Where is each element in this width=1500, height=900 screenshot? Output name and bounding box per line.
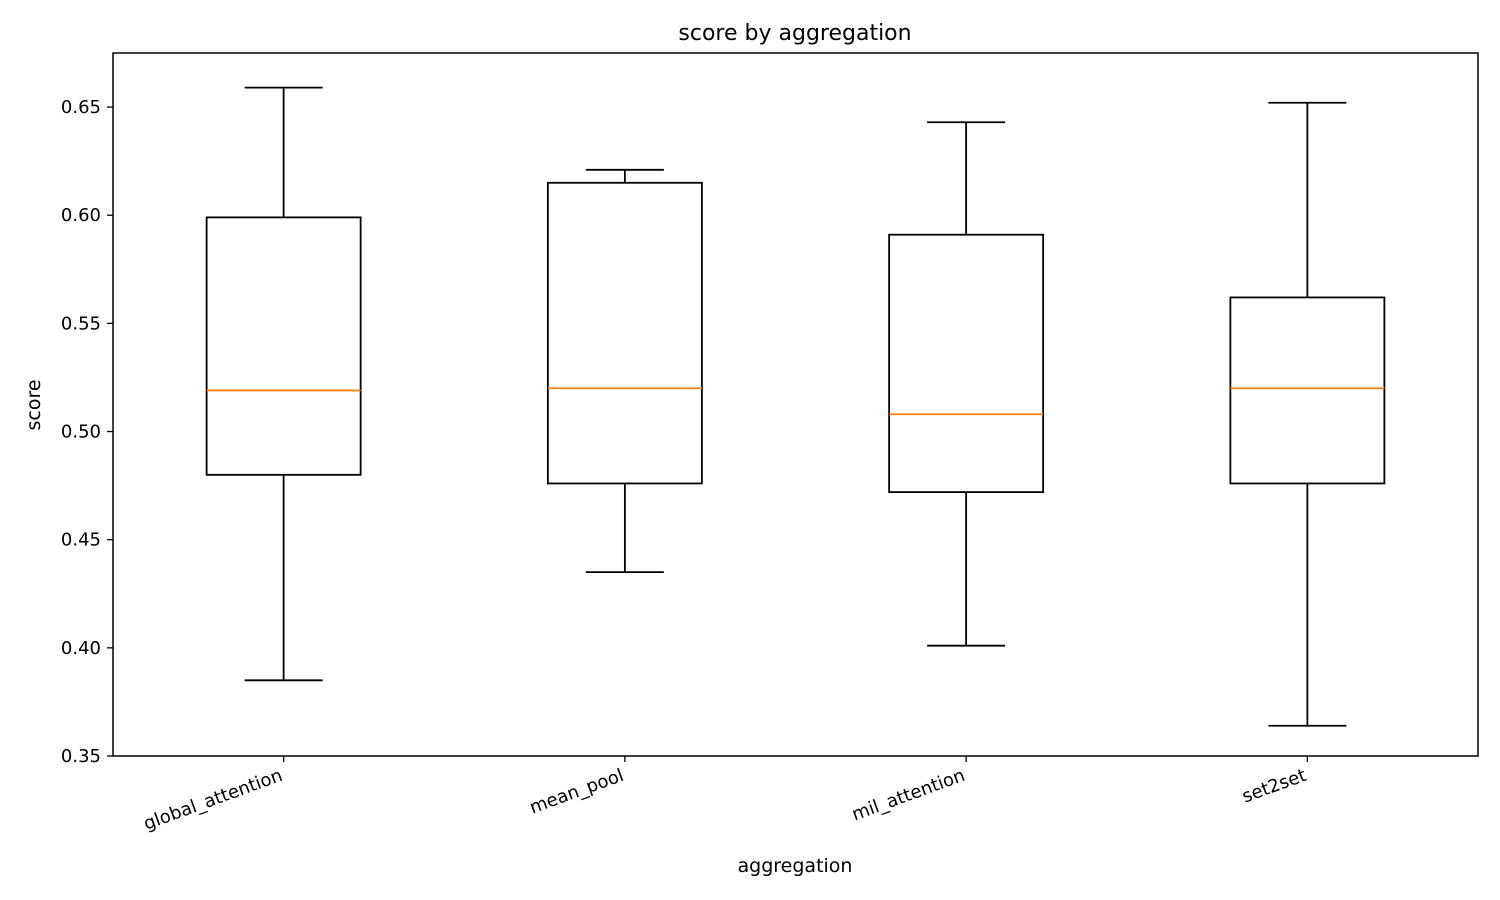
- box-mean_pool: [546, 181, 703, 485]
- x-tick-label: global_attention: [141, 765, 285, 835]
- x-tick-label: mil_attention: [849, 765, 968, 825]
- x-tick-label: set2set: [1239, 765, 1309, 807]
- y-tick-label: 0.60: [61, 205, 101, 226]
- y-tick-label: 0.55: [61, 313, 101, 334]
- y-tick-label: 0.40: [61, 638, 101, 659]
- y-axis-label: score: [23, 379, 45, 430]
- box-mil_attention: [888, 233, 1045, 494]
- y-tick-label: 0.35: [61, 746, 101, 767]
- box-global_attention: [205, 216, 362, 476]
- plot-frame: [112, 52, 1479, 757]
- y-tick-label: 0.50: [61, 422, 101, 443]
- y-tick-label: 0.65: [61, 97, 101, 118]
- chart-title: score by aggregation: [678, 21, 911, 46]
- x-axis-label: aggregation: [738, 855, 853, 877]
- box-set2set: [1229, 296, 1386, 485]
- x-tick-label: mean_pool: [527, 765, 627, 818]
- y-tick-label: 0.45: [61, 530, 101, 551]
- plot-area: 0.35 0.40 0.45 0.50 0.55 0.60 0.65 global_atten…: [61, 52, 1479, 835]
